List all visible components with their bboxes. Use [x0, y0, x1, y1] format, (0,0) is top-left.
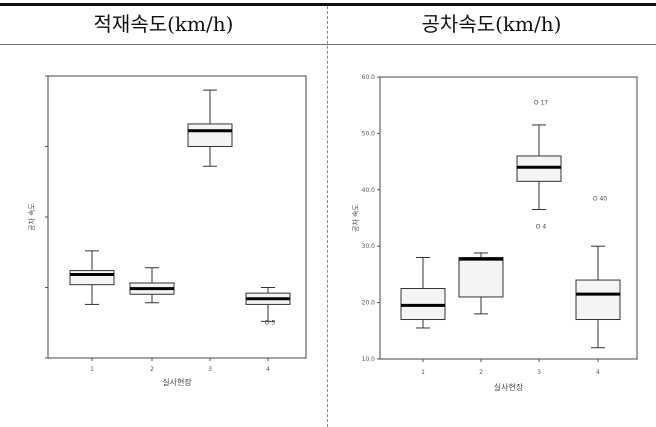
y-tick-label: 50.0: [362, 130, 376, 137]
box: [187, 123, 233, 148]
outlier-label: O 40: [593, 195, 607, 202]
outlier-label: O 4: [536, 223, 547, 230]
column-divider: [327, 6, 328, 427]
outlier-label: O 17: [534, 99, 548, 106]
outlier-label: O 5: [265, 319, 276, 326]
y-tick-label: 40.0: [362, 187, 376, 194]
top-rule: [0, 3, 656, 6]
y-tick-label: 20.0: [362, 300, 376, 307]
y-axis-label: 공차 속도: [351, 203, 360, 232]
y-tick-label: 60.0: [362, 74, 376, 81]
x-tick-label: 4: [596, 369, 600, 376]
x-tick-label: 1: [90, 366, 94, 373]
box: [575, 279, 621, 321]
left-panel-title: 적재속도(km/h): [93, 12, 234, 36]
box: [69, 270, 115, 286]
y-tick-label: 10.0: [362, 356, 376, 363]
x-tick-label: 2: [150, 366, 154, 373]
y-axis-label: 공차 속도: [27, 202, 36, 231]
y-tick-label: 30.0: [362, 243, 376, 250]
plot-frame: [379, 76, 638, 360]
x-axis-label: 실사현장: [494, 382, 524, 392]
x-tick-label: 3: [208, 366, 212, 373]
x-tick-label: 3: [537, 369, 541, 376]
box: [458, 256, 504, 298]
header-rule: [0, 44, 656, 45]
x-tick-label: 4: [266, 366, 270, 373]
x-tick-label: 2: [479, 369, 483, 376]
x-tick-label: 1: [421, 369, 425, 376]
plot-frame: [47, 75, 307, 359]
right-panel-title: 공차속도(km/h): [421, 12, 562, 36]
x-axis-label: 실사현장: [162, 377, 192, 387]
